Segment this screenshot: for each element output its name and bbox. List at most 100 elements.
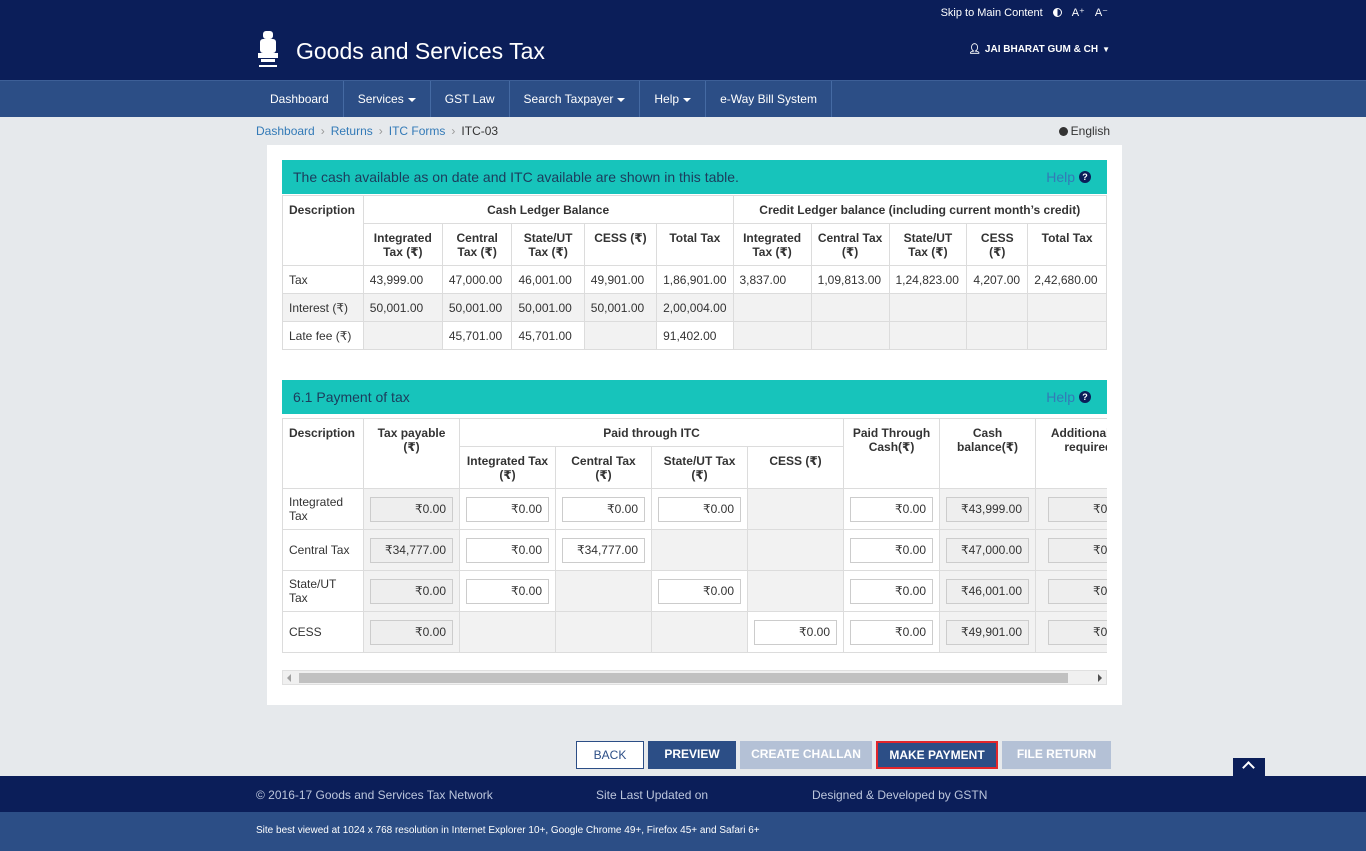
table-cell: 4,207.00 — [966, 265, 1029, 294]
language-selector[interactable]: English — [1058, 124, 1110, 138]
row-label: Central Tax — [282, 529, 364, 571]
nav-help[interactable]: Help — [640, 81, 707, 117]
table-cell — [810, 293, 890, 322]
contrast-icon[interactable] — [1052, 8, 1062, 17]
additional-cash-field: ₹0.00 — [1048, 578, 1107, 604]
col-additional-cash: Additional Cash required(₹) — [1035, 418, 1107, 489]
footer-last-updated: Site Last Updated on — [596, 788, 709, 802]
main-nav: Dashboard Services GST Law Search Taxpay… — [0, 80, 1366, 117]
user-menu[interactable]: 👤︎ JAI BHARAT GUM & CH ▼ — [968, 44, 1110, 55]
table-cell: 1,09,813.00 — [810, 265, 890, 294]
tax-payable-field: ₹0.00 — [370, 578, 453, 604]
table-cell: 50,001.00 — [511, 293, 585, 322]
cash-balance-field: ₹47,000.00 — [946, 537, 1030, 563]
table-cell — [732, 321, 812, 350]
itc-integrated-input[interactable]: ₹0.00 — [466, 578, 549, 604]
table-cell — [888, 321, 968, 350]
breadcrumb-separator: › — [320, 124, 325, 138]
tax-payable-field: ₹0.00 — [370, 496, 453, 522]
breadcrumb-itc-forms[interactable]: ITC Forms — [388, 124, 446, 138]
table-cell: 50,001.00 — [441, 293, 513, 322]
caret-down-icon — [683, 97, 692, 102]
nav-services[interactable]: Services — [344, 81, 431, 117]
caret-down-icon — [617, 97, 626, 102]
column-header: State/UT Tax (₹) — [511, 223, 585, 266]
nav-gst-law[interactable]: GST Law — [431, 81, 510, 117]
globe-icon — [1058, 126, 1068, 136]
back-button[interactable]: BACK — [576, 741, 644, 769]
table-row: Integrated Tax ₹0.00 ₹0.00 ₹0.00 ₹0.00 ₹… — [282, 488, 1107, 530]
create-challan-button[interactable]: CREATE CHALLAN — [740, 741, 872, 769]
row-label: Integrated Tax — [282, 488, 364, 530]
column-header: Total Tax — [1027, 223, 1107, 266]
itc-state-input[interactable]: ₹0.00 — [658, 496, 741, 522]
cash-balance-field: ₹43,999.00 — [946, 496, 1030, 522]
scrollbar-thumb[interactable] — [299, 673, 1068, 683]
additional-cash-field: ₹0.00 — [1048, 619, 1107, 645]
tax-payable-field: ₹0.00 — [370, 619, 453, 645]
nav-eway-bill[interactable]: e-Way Bill System — [706, 81, 832, 117]
paid-cash-input[interactable]: ₹0.00 — [850, 578, 934, 604]
breadcrumb-separator: › — [378, 124, 383, 138]
paid-cash-input[interactable]: ₹0.00 — [850, 619, 934, 645]
paid-cash-input[interactable]: ₹0.00 — [850, 496, 934, 522]
help-link[interactable]: Help? — [1046, 160, 1091, 194]
itc-integrated-input[interactable]: ₹0.00 — [466, 537, 549, 563]
breadcrumb-dashboard[interactable]: Dashboard — [256, 124, 315, 138]
footer-designed-by: Designed & Developed by GSTN — [812, 788, 988, 802]
empty-cell — [651, 529, 748, 571]
empty-cell — [746, 570, 845, 612]
paid-cash-input[interactable]: ₹0.00 — [850, 537, 934, 563]
table-cell: 43,999.00 — [362, 265, 443, 294]
breadcrumb-separator: › — [451, 124, 456, 138]
horizontal-scrollbar[interactable] — [282, 670, 1107, 685]
table-cell: 3,837.00 — [732, 265, 812, 294]
empty-cell — [555, 611, 652, 653]
credit-ledger-group-header: Credit Ledger balance (including current… — [732, 195, 1107, 224]
back-to-top-icon[interactable] — [1233, 758, 1265, 776]
file-return-button[interactable]: FILE RETURN — [1002, 741, 1111, 769]
table-cell — [966, 293, 1029, 322]
itc-integrated-input[interactable]: ₹0.00 — [466, 496, 549, 522]
scroll-left-arrow-icon[interactable] — [287, 674, 291, 682]
col-tax-payable: Tax payable (₹) — [363, 418, 460, 489]
preview-button[interactable]: PREVIEW — [648, 741, 736, 769]
table-cell — [888, 293, 968, 322]
col-paid-cash: Paid Through Cash(₹) — [843, 418, 941, 489]
itc-central-input[interactable]: ₹34,777.00 — [562, 537, 645, 563]
skip-to-main-link[interactable]: Skip to Main Content — [940, 6, 1043, 19]
user-name: JAI BHARAT GUM & CH — [984, 44, 1099, 55]
table-row: State/UT Tax ₹0.00 ₹0.00 ₹0.00 ₹0.00 ₹46… — [282, 570, 1107, 612]
footer-main: © 2016-17 Goods and Services Tax Network… — [0, 776, 1366, 812]
emblem-icon[interactable] — [255, 29, 281, 73]
empty-cell — [651, 611, 748, 653]
language-label: English — [1070, 124, 1110, 138]
itc-state-input[interactable]: ₹0.00 — [658, 578, 741, 604]
table-cell: 50,001.00 — [362, 293, 443, 322]
footer-copyright: © 2016-17 Goods and Services Tax Network — [256, 788, 493, 802]
cash-balance-field: ₹46,001.00 — [946, 578, 1030, 604]
scroll-right-arrow-icon[interactable] — [1098, 674, 1102, 682]
row-label: Tax — [282, 265, 364, 294]
payment-table: Description Tax payable (₹) Paid through… — [282, 418, 1107, 653]
nav-label: Dashboard — [270, 92, 329, 106]
itc-central-input[interactable]: ₹0.00 — [562, 496, 645, 522]
font-decrease-button[interactable]: A⁻ — [1094, 7, 1108, 19]
help-label: Help — [1046, 389, 1075, 405]
table-cell — [810, 321, 890, 350]
col-itc-central: Central Tax (₹) — [555, 446, 652, 489]
nav-label: Search Taxpayer — [523, 92, 614, 106]
table-cell — [583, 321, 658, 350]
itc-cess-input[interactable]: ₹0.00 — [754, 619, 838, 645]
font-increase-button[interactable]: A⁺ — [1071, 7, 1085, 19]
site-title[interactable]: Goods and Services Tax — [296, 38, 545, 64]
help-link[interactable]: Help? — [1046, 380, 1091, 414]
nav-dashboard[interactable]: Dashboard — [256, 81, 344, 117]
chevron-down-icon: ▼ — [1102, 45, 1110, 54]
payment-table-scroll-area[interactable]: Description Tax payable (₹) Paid through… — [282, 418, 1107, 654]
col-itc-state: State/UT Tax (₹) — [651, 446, 748, 489]
make-payment-button[interactable]: MAKE PAYMENT — [876, 741, 998, 769]
breadcrumb-returns[interactable]: Returns — [330, 124, 373, 138]
nav-search-taxpayer[interactable]: Search Taxpayer — [510, 81, 641, 117]
table-cell: 50,001.00 — [583, 293, 658, 322]
